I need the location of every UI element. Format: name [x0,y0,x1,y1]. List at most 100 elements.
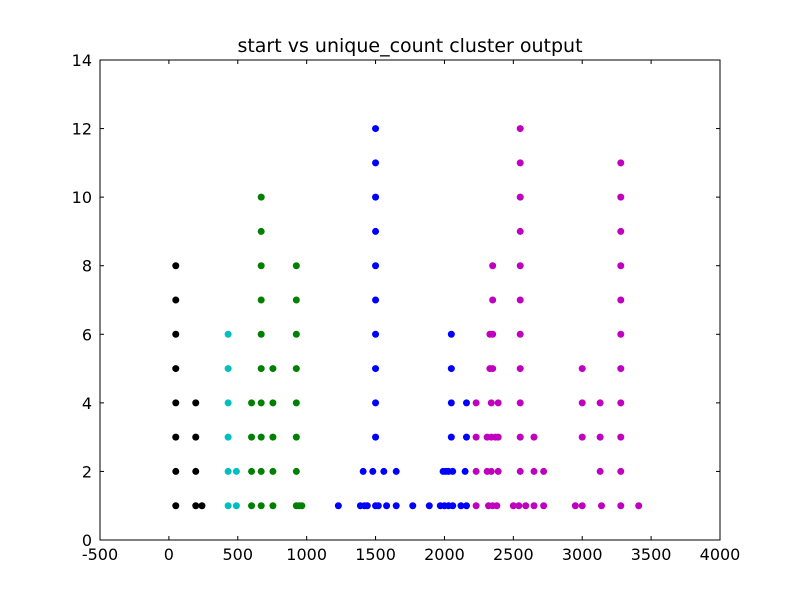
data-point [269,467,277,475]
x-tick-label: 3000 [562,545,603,564]
data-point [516,227,524,235]
data-point [298,502,306,510]
x-tick-label: 2000 [424,545,465,564]
data-point [224,433,232,441]
y-tick-label: 6 [82,325,92,344]
data-point [472,433,480,441]
data-point [257,433,265,441]
data-point [269,365,277,373]
data-point [447,365,455,373]
y-tick-label: 10 [72,188,92,207]
data-point [617,296,625,304]
y-tick-label: 0 [82,531,92,550]
data-point [516,262,524,270]
x-tick-label: 3500 [631,545,672,564]
data-point [522,502,530,510]
data-point [617,159,625,167]
y-tick-label: 2 [82,462,92,481]
data-point [516,467,524,475]
data-point [172,262,180,270]
data-point [530,502,538,510]
data-point [598,502,606,510]
data-point [635,502,643,510]
data-point [232,502,240,510]
data-point [494,433,502,441]
x-tick-label: 500 [223,545,254,564]
data-point [383,502,391,510]
data-point [224,502,232,510]
data-point [516,399,524,407]
data-point [617,330,625,338]
data-point [369,467,377,475]
data-point [292,365,300,373]
data-point [372,193,380,201]
data-point [269,399,277,407]
data-point [248,399,256,407]
data-point [172,467,180,475]
data-point [617,433,625,441]
data-point [578,433,586,441]
data-point [472,467,480,475]
data-point [494,399,502,407]
data-point [617,193,625,201]
data-point [172,502,180,510]
x-tick-label: 1500 [355,545,396,564]
data-point [516,159,524,167]
data-point [257,502,265,510]
data-point [493,502,501,510]
data-point [489,365,497,373]
data-point [617,399,625,407]
data-point [489,330,497,338]
data-point [596,433,604,441]
axis-ticks: -500 0 500 1000 1500 2000 2500 3000 3500 40000246… [72,51,741,564]
data-point [224,330,232,338]
data-point [257,365,265,373]
data-point [257,467,265,475]
data-point [292,399,300,407]
x-tick-label: 0 [164,545,174,564]
data-point [224,467,232,475]
data-point [472,502,480,510]
data-point [292,262,300,270]
data-point [578,399,586,407]
data-point [172,330,180,338]
data-point [515,502,523,510]
data-point [596,399,604,407]
data-point [487,399,495,407]
data-point [257,330,265,338]
data-point [617,467,625,475]
data-point [392,502,400,510]
data-point [617,502,625,510]
data-point [374,502,382,510]
data-point [172,365,180,373]
x-tick-label: 4000 [700,545,741,564]
data-point [198,502,206,510]
data-point [372,227,380,235]
data-point [392,467,400,475]
data-point [462,399,470,407]
data-point [172,433,180,441]
data-point [449,502,457,510]
data-point [487,467,495,475]
data-point [372,365,380,373]
data-point [516,193,524,201]
data-point [372,330,380,338]
data-point [248,433,256,441]
data-point [489,262,497,270]
data-point [449,467,457,475]
data-point [516,365,524,373]
data-point [269,502,277,510]
data-point [380,467,388,475]
data-point [372,399,380,407]
data-point [372,296,380,304]
data-point [248,467,256,475]
data-point [540,502,548,510]
x-tick-label: 2500 [493,545,534,564]
data-point [372,433,380,441]
y-tick-label: 12 [72,120,92,139]
data-point [192,399,200,407]
y-tick-label: 4 [82,394,92,413]
data-point [292,296,300,304]
data-point [372,125,380,133]
